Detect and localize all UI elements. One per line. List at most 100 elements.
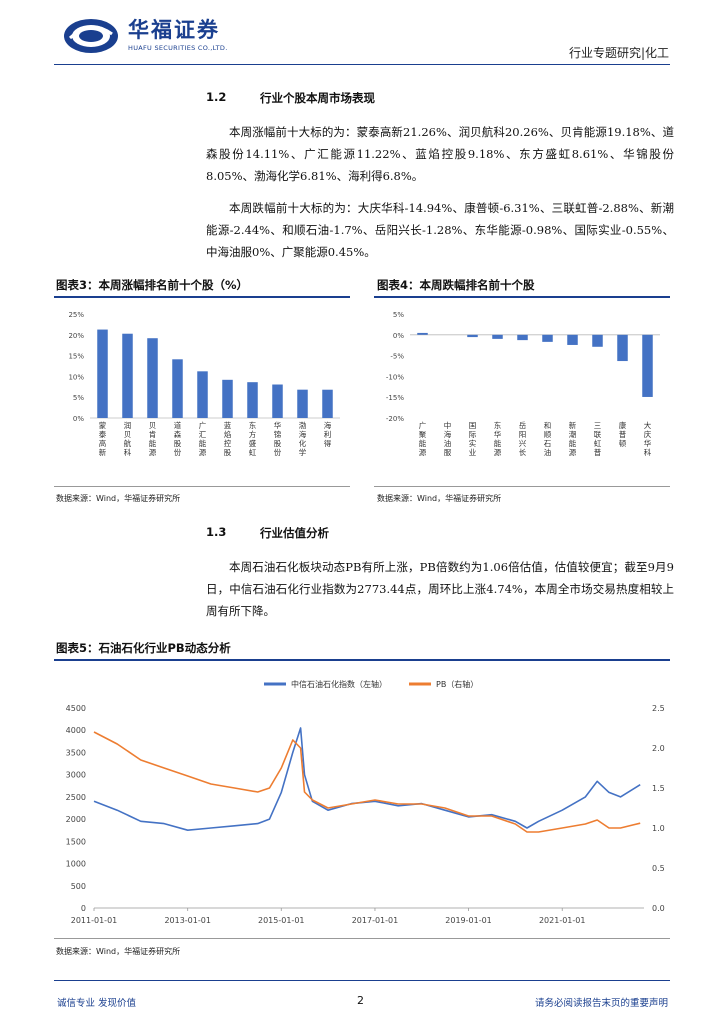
- xtick-label: 2021-01-01: [539, 916, 586, 925]
- losers-category-label-char: 东: [494, 420, 502, 430]
- losers-ytick-label: -15%: [386, 394, 404, 402]
- losers-ytick-label: -10%: [386, 373, 404, 381]
- gainers-category-label-char: 化: [299, 438, 307, 448]
- gainers-category-label-char: 股: [174, 439, 182, 448]
- pb-line-chart: 0 500 1000 1500 2000 2500 3000 3500 4000 4500 0.0 0…: [66, 679, 665, 925]
- gainers-category-label-char: 利: [324, 429, 332, 439]
- losers-category-label-char: 阳: [519, 430, 527, 439]
- gainers-bar: [247, 382, 258, 418]
- gainers-category-label-char: 蓝: [224, 420, 232, 430]
- losers-ytick-label: -20%: [386, 415, 404, 423]
- gainers-ytick-label: 15%: [68, 353, 84, 361]
- losers-category-label-char: 服: [444, 448, 452, 457]
- left-ytick-label: 2500: [66, 793, 86, 802]
- losers-bar-chart: -20%-15%-10%-5%0%5%广聚能源中海油服国际实业东华能源岳阳兴长和…: [386, 311, 660, 457]
- gainers-category-label-char: 华: [274, 420, 282, 430]
- gainers-category-label-char: 学: [299, 447, 307, 457]
- gainers-category-label-char: 焰: [224, 429, 232, 439]
- gainers-ytick-label: 20%: [68, 332, 84, 340]
- gainers-category-label-char: 股: [274, 439, 282, 448]
- gainers-bar: [122, 333, 133, 418]
- gainers-bar: [97, 329, 108, 418]
- gainers-bar: [272, 384, 283, 418]
- gainers-category-label-char: 润: [124, 420, 132, 430]
- xtick-label: 2011-01-01: [71, 916, 118, 925]
- footer-disclaimer: 请务必阅读报告末页的重要声明: [534, 998, 668, 1009]
- losers-category-label-char: 国: [469, 421, 477, 430]
- losers-category-label-char: 石: [544, 439, 552, 448]
- losers-category-label-char: 海: [444, 429, 452, 439]
- losers-category-label-char: 岳: [519, 420, 527, 430]
- losers-category-label-char: 新: [569, 420, 577, 430]
- figure-5-source: 数据来源：Wind，华福证券研究所: [56, 947, 181, 956]
- losers-category-label-char: 广: [419, 420, 427, 430]
- losers-ytick-label: 0%: [393, 332, 404, 340]
- gainers-bar: [147, 338, 158, 418]
- gainers-ytick-label: 25%: [68, 311, 84, 319]
- gainers-category-label-char: 东: [249, 420, 257, 430]
- footer-slogan: 诚信专业 发现价值: [57, 998, 137, 1009]
- losers-bar: [642, 334, 653, 397]
- losers-category-label-char: 康: [619, 420, 627, 430]
- figure-3-source: 数据来源：Wind，华福证券研究所: [56, 494, 181, 503]
- gainers-category-label-char: 股: [224, 448, 232, 457]
- losers-category-label-char: 顺: [544, 430, 552, 439]
- footer-divider: [54, 980, 670, 981]
- gainers-category-label-char: 森: [174, 429, 182, 439]
- page-number: 2: [357, 994, 364, 1007]
- figure-5-bottom-rule: [54, 938, 670, 939]
- gainers-category-label-char: 汇: [199, 430, 207, 439]
- left-ytick-label: 4000: [66, 726, 86, 735]
- gainers-category-label-char: 道: [174, 420, 182, 430]
- paragraph-valuation: 本周石油石化板块动态PB有所上涨，PB倍数约为1.06倍估值，估值较便宜；截至9…: [206, 560, 674, 618]
- losers-category-label-char: 长: [519, 447, 527, 457]
- right-ytick-label: 2.5: [652, 704, 665, 713]
- losers-bar: [567, 334, 578, 345]
- left-ytick-label: 1000: [66, 860, 86, 869]
- left-ytick-label: 4500: [66, 704, 86, 713]
- gainers-category-label-char: 虹: [249, 448, 257, 457]
- gainers-category-label-char: 蒙: [99, 420, 107, 430]
- gainers-category-label-char: 肯: [149, 429, 157, 439]
- losers-category-label-char: 虹: [594, 439, 602, 448]
- figure-4-source: 数据来源：Wind，华福证券研究所: [377, 494, 502, 503]
- left-ytick-label: 0: [81, 904, 86, 913]
- gainers-ytick-label: 5%: [73, 394, 84, 402]
- gainers-bar: [297, 389, 308, 418]
- gainers-bar: [197, 371, 208, 418]
- gainers-category-label-char: 贝: [124, 430, 132, 439]
- huafu-logo-icon: [64, 19, 118, 53]
- xtick-label: 2015-01-01: [258, 916, 305, 925]
- losers-category-label-char: 顿: [619, 438, 627, 448]
- losers-category-label-char: 普: [619, 429, 627, 439]
- losers-bar: [617, 334, 628, 362]
- left-ytick-label: 3500: [66, 748, 86, 757]
- losers-category-label-char: 大: [644, 420, 652, 430]
- losers-category-label-char: 聚: [419, 430, 427, 439]
- losers-bar: [542, 334, 553, 342]
- losers-category-label-char: 油: [444, 438, 452, 448]
- section-number: 1.2: [206, 90, 227, 104]
- report-category: 行业专题研究|化工: [568, 46, 669, 60]
- figure-4-title: 图表4：本周跌幅排名前十个股: [377, 278, 535, 292]
- brand-name-cn: 华福证券: [128, 18, 220, 42]
- losers-category-label-char: 源: [419, 448, 427, 457]
- gainers-bar: [172, 359, 183, 418]
- losers-category-label-char: 庆: [644, 429, 652, 439]
- brand-name-en: HUAFU SECURITIES CO.,LTD.: [128, 44, 228, 52]
- losers-category-label-char: 实: [469, 438, 477, 448]
- paragraph-top-gainers: 本周涨幅前十大标的为：蒙泰高新21.26%、润贝航科20.26%、贝肯能源19.…: [206, 125, 674, 183]
- losers-category-label-char: 兴: [519, 439, 527, 448]
- losers-category-label-char: 华: [494, 429, 502, 439]
- left-ytick-label: 3000: [66, 771, 86, 780]
- gainers-ytick-label: 0%: [73, 415, 84, 423]
- header-divider: [54, 64, 670, 65]
- series-line: [93, 727, 641, 831]
- gainers-category-label-char: 科: [124, 447, 132, 457]
- left-ytick-label: 2000: [66, 815, 86, 824]
- right-ytick-label: 0.5: [652, 864, 665, 873]
- right-ytick-label: 1.0: [652, 824, 665, 833]
- xtick-label: 2017-01-01: [352, 916, 399, 925]
- losers-category-label-char: 源: [494, 448, 502, 457]
- right-ytick-label: 0.0: [652, 904, 665, 913]
